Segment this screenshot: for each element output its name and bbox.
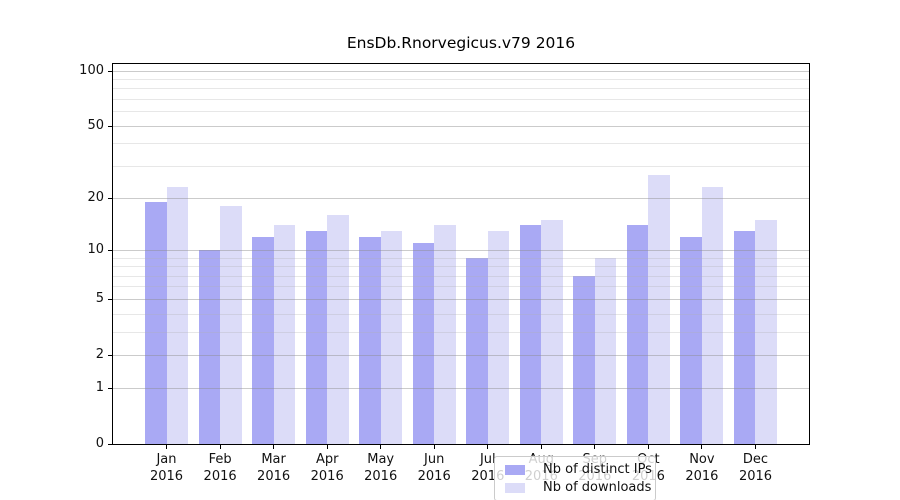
bar-downloads — [701, 187, 724, 444]
x-tick — [433, 445, 435, 449]
y-tick-label: 5 — [95, 290, 104, 306]
legend-label-distinct-ips: Nb of distinct IPs — [543, 462, 652, 477]
gridline-minor — [113, 275, 809, 277]
gridline-minor — [113, 286, 809, 288]
plot-inner — [113, 64, 809, 444]
x-tick-label: Mar 2016 — [257, 452, 291, 484]
x-tick — [755, 445, 756, 449]
gridline-minor — [113, 79, 809, 80]
x-tick — [166, 445, 167, 449]
y-tick — [108, 298, 112, 300]
gridline-minor — [113, 266, 809, 267]
gridline-major — [113, 249, 809, 251]
y-tick-label: 1 — [95, 379, 104, 395]
x-tick — [380, 445, 382, 449]
y-tick-label: 2 — [95, 346, 104, 362]
x-tick — [487, 445, 489, 449]
gridline-minor — [113, 88, 809, 90]
bar-distinct-ips — [198, 250, 221, 444]
x-tick-label: Feb 2016 — [203, 452, 237, 484]
plot-area: Nb of distinct IPs Nb of downloads — [112, 63, 810, 500]
gridline-minor — [113, 99, 809, 101]
y-tick-label: 0 — [95, 435, 104, 451]
gridline-minor — [113, 166, 809, 167]
gridline-major — [113, 298, 809, 300]
x-tick-label: Jan 2016 — [149, 452, 184, 484]
bar-downloads — [327, 215, 349, 444]
y-tick — [108, 197, 112, 199]
bar-distinct-ips — [412, 243, 435, 444]
bar-downloads — [273, 225, 296, 444]
x-tick — [647, 445, 649, 449]
y-tick — [108, 125, 112, 127]
bar-downloads — [166, 187, 189, 444]
legend: Nb of distinct IPs Nb of downloads — [494, 456, 656, 500]
bar-distinct-ips — [305, 230, 328, 444]
bar-distinct-ips — [519, 225, 542, 444]
y-tick-label: 10 — [87, 241, 104, 257]
bar-distinct-ips — [359, 236, 381, 444]
gridline-major — [113, 354, 809, 356]
bar-downloads — [434, 225, 456, 444]
y-tick — [108, 354, 112, 356]
chart-title: EnsDb.Rnorvegicus.v79 2016 — [346, 34, 576, 52]
bar-distinct-ips — [626, 225, 649, 444]
legend-swatch-distinct-ips — [505, 464, 525, 475]
y-tick-label: 20 — [87, 189, 104, 205]
bar-downloads — [220, 206, 242, 444]
gridline-major — [113, 70, 809, 72]
bar-downloads — [487, 230, 510, 444]
bar-distinct-ips — [145, 201, 167, 444]
gridline-major — [113, 387, 809, 389]
x-tick-label: Dec 2016 — [738, 452, 773, 484]
x-tick-label: Jun 2016 — [417, 452, 451, 484]
x-tick — [326, 445, 328, 449]
legend-swatch-downloads — [505, 482, 525, 493]
gridline-minor — [113, 143, 809, 145]
legend-item-downloads: Nb of downloads — [501, 480, 652, 495]
x-tick-label: Nov 2016 — [685, 452, 719, 484]
bar-downloads — [541, 220, 563, 444]
x-tick — [701, 445, 703, 449]
gridline-minor — [113, 313, 809, 315]
y-tick — [108, 443, 112, 445]
legend-label-downloads: Nb of downloads — [543, 480, 652, 495]
gridline-minor — [113, 331, 809, 333]
x-tick-label: Apr 2016 — [310, 452, 344, 484]
x-tick — [219, 445, 221, 449]
gridline-minor — [113, 257, 809, 259]
x-tick-label: May 2016 — [364, 452, 398, 484]
bar-downloads — [648, 174, 670, 444]
bar-distinct-ips — [733, 230, 756, 444]
bar-distinct-ips — [680, 236, 702, 444]
y-tick — [108, 249, 112, 251]
legend-item-distinct-ips: Nb of distinct IPs — [501, 462, 652, 477]
bar-distinct-ips — [252, 236, 274, 444]
bar-downloads — [380, 230, 403, 444]
x-tick — [273, 445, 275, 449]
gridline-major — [113, 125, 809, 127]
y-tick — [108, 387, 112, 389]
bar-downloads — [594, 258, 617, 444]
x-tick — [594, 445, 596, 449]
bar-downloads — [755, 220, 777, 444]
gridline-major — [113, 197, 809, 199]
y-tick-label: 50 — [87, 117, 104, 133]
bar-distinct-ips — [466, 258, 488, 444]
gridline-minor — [113, 111, 809, 113]
bar-distinct-ips — [573, 276, 595, 444]
y-tick — [108, 70, 112, 72]
x-tick — [540, 445, 542, 449]
y-tick-label: 100 — [79, 62, 104, 78]
